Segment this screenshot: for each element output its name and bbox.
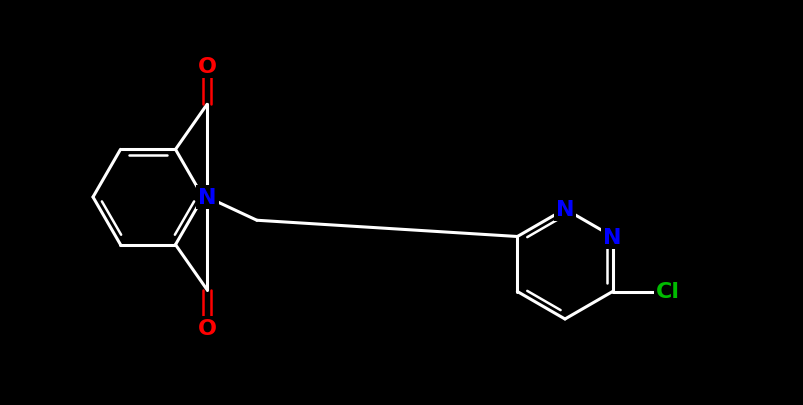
Text: N: N xyxy=(198,188,216,207)
Text: N: N xyxy=(602,227,621,247)
Text: O: O xyxy=(198,57,216,77)
Text: O: O xyxy=(198,318,216,338)
Text: N: N xyxy=(555,200,573,220)
Text: Cl: Cl xyxy=(655,282,679,302)
